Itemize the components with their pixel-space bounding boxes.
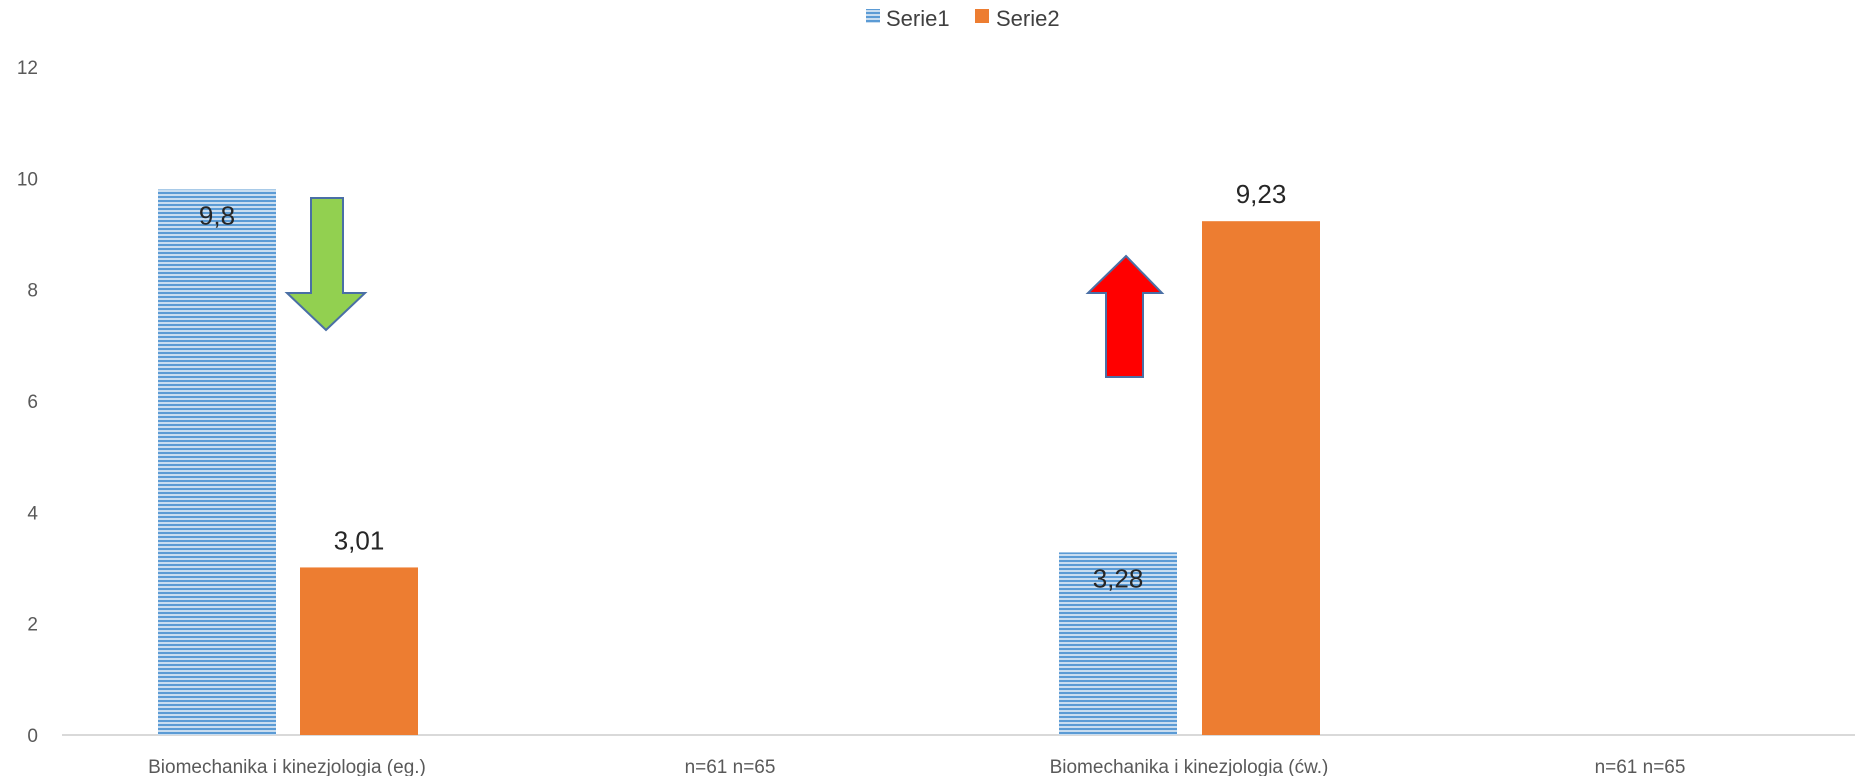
bars bbox=[158, 189, 1320, 736]
y-tick-label: 4 bbox=[27, 503, 38, 524]
y-tick-label: 10 bbox=[17, 169, 38, 190]
y-axis-ticks: 0 2 4 6 8 10 12 bbox=[17, 58, 39, 747]
bar-serie2-2 bbox=[1202, 221, 1320, 736]
y-tick-label: 12 bbox=[17, 58, 38, 79]
data-label-serie1-2: 3,28 bbox=[1093, 563, 1144, 593]
data-label-serie2-0: 3,01 bbox=[334, 525, 385, 555]
x-category-label: Biomechanika i kinezjologia (eg.) bbox=[148, 757, 426, 776]
x-axis-categories: Biomechanika i kinezjologia (eg.) n=61 n=… bbox=[148, 757, 1685, 776]
x-category-label: n=61 n=65 bbox=[1595, 757, 1686, 776]
arrow-up-icon bbox=[1085, 254, 1165, 378]
data-label-serie1-0: 9,8 bbox=[199, 200, 235, 230]
y-tick-label: 0 bbox=[27, 726, 38, 747]
legend-label-serie1: Serie1 bbox=[886, 6, 950, 31]
y-tick-label: 2 bbox=[27, 615, 38, 636]
legend: Serie1 Serie2 bbox=[866, 6, 1060, 31]
arrow-down-icon bbox=[284, 197, 368, 332]
data-labels: 9,8 3,28 3,01 9,23 bbox=[199, 179, 1286, 593]
y-tick-label: 8 bbox=[27, 281, 38, 302]
legend-swatch-serie2 bbox=[975, 9, 989, 23]
bar-serie1-2 bbox=[1059, 552, 1177, 735]
bar-serie2-0 bbox=[300, 567, 418, 735]
y-tick-label: 6 bbox=[27, 392, 38, 413]
bar-serie1-0 bbox=[158, 189, 276, 735]
legend-label-serie2: Serie2 bbox=[996, 6, 1060, 31]
legend-swatch-serie1 bbox=[866, 9, 880, 23]
x-category-label: n=61 n=65 bbox=[685, 757, 776, 776]
data-label-serie2-2: 9,23 bbox=[1236, 179, 1287, 209]
x-category-label: Biomechanika i kinezjologia (ćw.) bbox=[1050, 757, 1329, 776]
